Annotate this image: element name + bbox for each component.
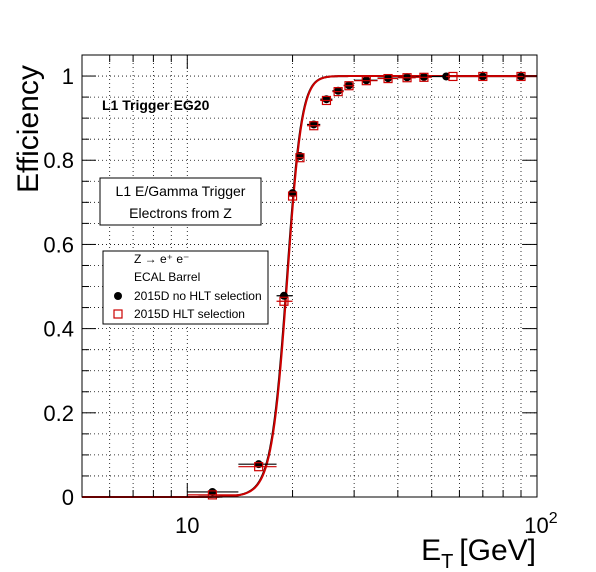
plot-frame [81, 54, 538, 498]
x-tick-label-100: 102 [524, 510, 557, 538]
info-box: L1 E/Gamma Trigger Electrons from Z [99, 177, 262, 226]
y-tick-label: 0.8 [43, 148, 74, 173]
data-point [288, 189, 297, 198]
y-axis-title: Efficiency [12, 65, 45, 193]
data-point [333, 87, 343, 97]
data-point [361, 76, 371, 86]
data-point [279, 296, 289, 306]
data-point [287, 191, 298, 201]
data-point [208, 487, 217, 496]
data-point [419, 72, 429, 82]
info-box-line-2: Electrons from Z [129, 205, 232, 221]
y-tick-label: 0.2 [43, 401, 74, 426]
trigger-annotation: L1 Trigger EG20 [102, 97, 210, 113]
y-tick-label: 0.4 [43, 317, 74, 342]
legend-series-hlt: 2015D HLT selection [134, 307, 245, 321]
legend-process: Z → e⁺ e⁻ [134, 252, 189, 266]
data-point [322, 95, 331, 104]
y-tick-label: 0 [62, 485, 74, 510]
data-point [321, 95, 332, 106]
data-point [478, 71, 488, 82]
x-axis-title: ET [GeV] [421, 534, 536, 572]
axis-ticks [82, 55, 538, 498]
y-tick-label: 0.6 [43, 232, 74, 257]
data-point [279, 291, 288, 300]
data-point [448, 71, 458, 82]
info-box-line-1: L1 E/Gamma Trigger [116, 183, 246, 199]
info-box-frame [99, 177, 262, 226]
y-tick-labels: 0 0.2 0.4 0.6 0.8 1 [43, 64, 74, 510]
data-points [187, 71, 537, 500]
legend-marker-hlt [113, 309, 123, 319]
data-point [309, 120, 318, 129]
y-tick-label: 1 [62, 64, 74, 89]
data-point [254, 462, 264, 472]
x-tick-label-10: 10 [175, 513, 199, 538]
data-point [334, 86, 343, 95]
data-point [309, 121, 319, 131]
legend-frame [102, 250, 269, 325]
data-point [207, 490, 218, 500]
legend-region: ECAL Barrel [134, 270, 200, 284]
data-point [383, 73, 393, 84]
legend-series-no-hlt: 2015D no HLT selection [134, 289, 262, 303]
data-point [402, 73, 412, 83]
data-point [295, 153, 305, 163]
legend-marker-no-hlt [114, 292, 122, 300]
legend: Z → e⁺ e⁻ ECAL Barrel 2015D no HLT selec… [102, 250, 269, 325]
data-point [344, 81, 354, 91]
